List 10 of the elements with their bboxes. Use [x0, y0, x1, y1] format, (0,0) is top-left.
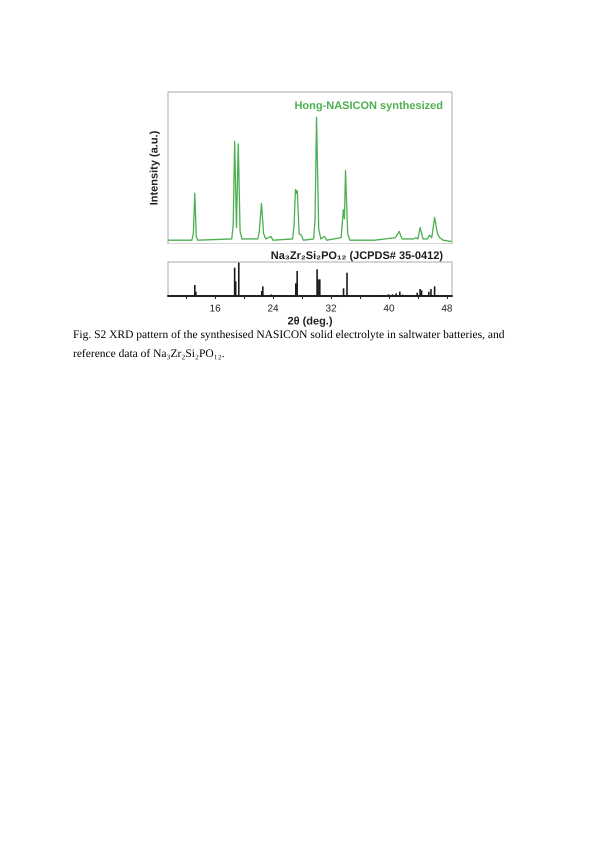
- caption: Fig. S2 XRD pattern of the synthesised NASICON solid electrolyte in saltwater batteries, and reference data of Na₃Zr₂Si₂PO₁₂.: [73, 328, 506, 362]
- x-tick-label: 24: [267, 304, 280, 314]
- text: Hong-NASICON synthesized: [294, 100, 444, 112]
- x-tick-label: 40: [383, 304, 395, 314]
- x-axis-title: 2θ (deg.): [287, 316, 333, 328]
- y-axis-title: Intensity (a.u.): [148, 130, 160, 206]
- x-tick-label: 32: [325, 304, 338, 314]
- x-tick-label: 16: [210, 304, 222, 314]
- x-tick-label: 48: [441, 304, 453, 314]
- series-label: Na₃Zr₂Si₂PO₁₂ (JCPDS# 35-0412): [270, 250, 444, 262]
